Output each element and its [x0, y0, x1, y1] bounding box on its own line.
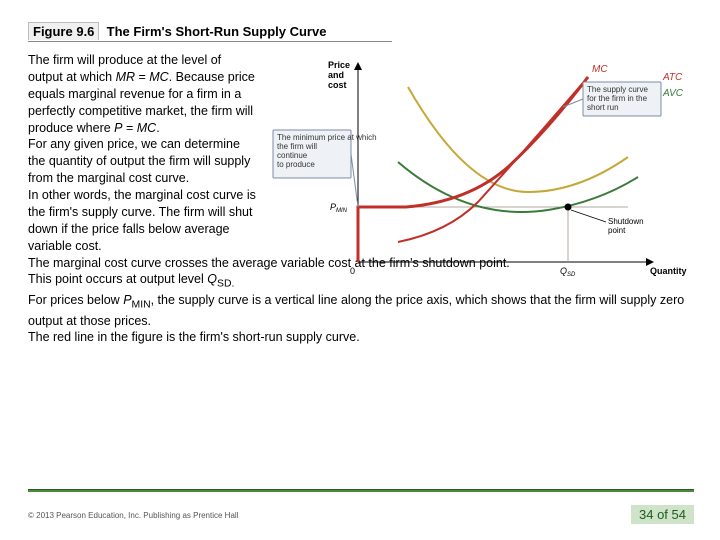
svg-text:0: 0 — [350, 266, 355, 276]
supply-curve-chart: The minimum price at whichthe firm willc… — [268, 52, 698, 302]
svg-text:Quantity: Quantity — [650, 266, 687, 276]
svg-text:ATC: ATC — [662, 72, 683, 83]
title-underline — [28, 41, 392, 42]
svg-text:QSD: QSD — [560, 266, 576, 278]
footer-rule — [28, 489, 694, 492]
svg-text:Shutdownpoint: Shutdownpoint — [608, 217, 644, 235]
svg-text:MC: MC — [592, 64, 608, 75]
figure-number: Figure 9.6 — [28, 22, 99, 40]
svg-text:Priceandcost: Priceandcost — [328, 60, 350, 90]
copyright: © 2013 Pearson Education, Inc. Publishin… — [28, 511, 238, 520]
figure-title: The Firm's Short-Run Supply Curve — [107, 24, 327, 39]
svg-text:PMIN: PMIN — [330, 202, 348, 214]
svg-text:AVC: AVC — [662, 88, 684, 99]
page-number: 34 of 54 — [631, 505, 694, 524]
